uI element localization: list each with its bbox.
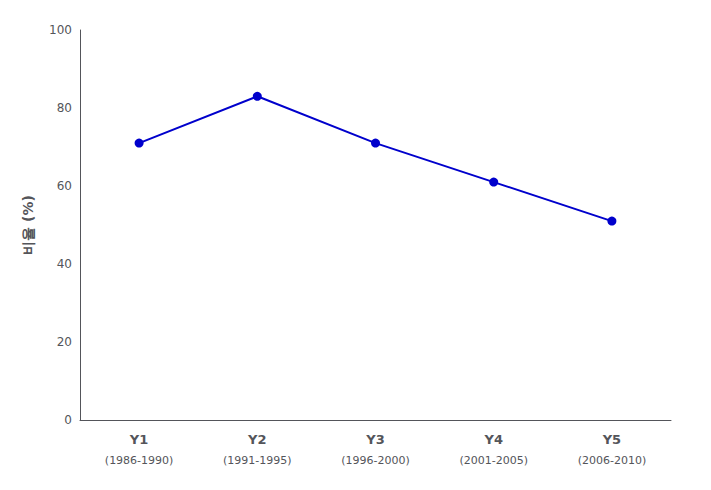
- svg-text:Y4: Y4: [483, 432, 502, 447]
- svg-text:(2006-2010): (2006-2010): [578, 454, 647, 467]
- svg-text:40: 40: [57, 257, 72, 271]
- svg-text:100: 100: [49, 23, 72, 37]
- svg-text:60: 60: [57, 179, 72, 193]
- svg-text:비율 (%): 비율 (%): [20, 195, 36, 255]
- svg-text:Y5: Y5: [602, 432, 621, 447]
- svg-text:(1996-2000): (1996-2000): [341, 454, 410, 467]
- svg-text:(1991-1995): (1991-1995): [223, 454, 292, 467]
- svg-text:Y2: Y2: [247, 432, 266, 447]
- svg-text:(2001-2005): (2001-2005): [459, 454, 528, 467]
- svg-text:80: 80: [57, 101, 72, 115]
- svg-text:(1986-1990): (1986-1990): [105, 454, 174, 467]
- svg-text:Y1: Y1: [129, 432, 148, 447]
- svg-text:Y3: Y3: [365, 432, 384, 447]
- svg-text:0: 0: [64, 413, 72, 427]
- svg-text:20: 20: [57, 335, 72, 349]
